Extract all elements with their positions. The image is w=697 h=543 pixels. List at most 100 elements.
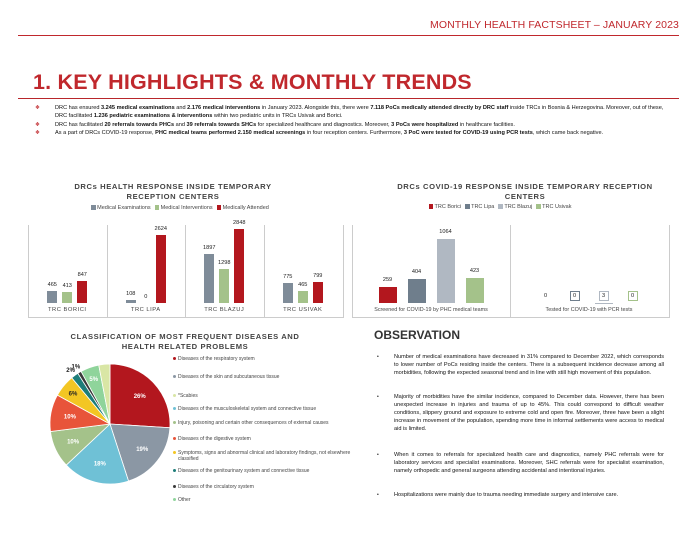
legend-swatch — [91, 205, 96, 210]
pie-slice-label: 10% — [64, 414, 77, 420]
bullet-text: in four reception centers. Furthermore, — [305, 130, 404, 136]
covid-bar-value: 0 — [627, 291, 638, 301]
pie-legend-item: Symptoms, signs and abnormal clinical an… — [173, 450, 353, 462]
factsheet-header-title: MONTHLY HEALTH FACTSHEET – JANUARY 2023 — [430, 19, 679, 31]
bullet-text: 1.236 pediatric examinations & intervent… — [93, 113, 213, 120]
health-bar-value: 1298 — [218, 260, 231, 267]
health-chart-title: DRCs HEALTH RESPONSE INSIDE TEMPORARY RE… — [74, 182, 272, 201]
bullet-text: 20 referrals towards PHCs — [104, 122, 175, 128]
pie-slice — [98, 363, 111, 425]
health-bar — [155, 234, 166, 303]
legend-label: TRC Borici — [434, 204, 462, 210]
highlight-bullet: ❖ DRC has facilitated 20 referrals toward… — [35, 121, 675, 129]
legend-swatch — [465, 204, 470, 209]
pie-slice — [109, 363, 171, 429]
pie-slice — [109, 423, 171, 482]
legend-item: Medical Interventions — [154, 205, 213, 211]
bullet-text: DRC has ensured — [55, 105, 102, 111]
health-chart-frame — [28, 225, 344, 318]
covid-chart-title: DRCs COVID-19 RESPONSE INSIDE TEMPORARY … — [397, 182, 653, 201]
bullet-text: in January 2023. Alongside this, there w… — [260, 105, 371, 111]
covid-chart-frame — [352, 225, 670, 318]
pie-legend-marker — [173, 375, 176, 378]
health-bar — [204, 253, 215, 303]
covid-bar — [465, 277, 484, 303]
pie-legend-marker — [173, 498, 176, 501]
pie-legend-marker — [173, 407, 176, 410]
bullet-diamond-icon: ❖ — [35, 105, 41, 111]
bullet-text: PHC medical teams performed 2.150 medica… — [155, 130, 306, 136]
pie-legend-label: Diseases of the digestive system — [178, 436, 251, 442]
legend-item: Medically Attended — [216, 205, 269, 211]
health-bar — [47, 290, 58, 303]
observation-text: Number of medical examinations have decr… — [394, 354, 664, 376]
section-title: 1. KEY HIGHLIGHTS & MONTHLY TRENDS — [33, 70, 472, 94]
legend-label: Medical Interventions — [160, 205, 213, 211]
pie-slice-label: 10% — [67, 439, 80, 445]
pie-legend-label: Diseases of the circulatory system — [178, 484, 254, 490]
health-bar — [77, 280, 88, 303]
pie-legend-item: Diseases of the genitourinary system and… — [173, 468, 353, 474]
pie-legend-marker — [173, 469, 176, 472]
legend-swatch — [428, 204, 433, 209]
bullet-text: and — [174, 105, 188, 111]
legend-swatch — [536, 204, 541, 209]
highlight-bullet: ❖ As a part of DRCs COVID-19 response, PH… — [35, 129, 675, 137]
pie-slice-label: 26% — [134, 394, 147, 400]
health-bar-value: 2624 — [154, 225, 167, 232]
observation-title: OBSERVATION — [374, 328, 461, 342]
pie-legend-label: Other — [178, 497, 191, 503]
covid-bar-value: 0 — [569, 291, 580, 301]
bullet-diamond-icon: ❖ — [35, 122, 41, 128]
pie-slice-label: 1% — [72, 364, 81, 370]
observation-text: Hospitalizations were mainly due to trau… — [394, 492, 619, 498]
pie-legend-label: *Scabies — [178, 393, 198, 399]
health-bar — [282, 282, 293, 303]
legend-label: Medically Attended — [222, 205, 269, 211]
bullet-text: 3.245 medical examinations — [101, 105, 175, 111]
bullet-text: As a part of DRCs COVID-19 response, — [55, 130, 156, 136]
pie-legend-label: Diseases of the genitourinary system and… — [178, 468, 310, 474]
covid-bar-value: 423 — [469, 267, 480, 274]
health-chart: 465 413 847 TRC BORICI 108 0 2624 TRC LIPA 1897 1… — [28, 220, 342, 317]
pie-legend-marker — [173, 485, 176, 488]
health-bar-value: 413 — [62, 283, 72, 290]
header-divider — [18, 35, 679, 36]
observation-text: Majority of morbidities have the similar… — [394, 394, 664, 432]
pie-legend-item: Diseases of the musculoskeletal system a… — [173, 406, 353, 412]
bullet-text: for specialized healthcare and diagnosti… — [256, 122, 392, 128]
legend-item: TRC Lipa — [465, 204, 494, 210]
health-bar-value: 847 — [77, 271, 87, 278]
observation-text: When it comes to referrals for specializ… — [394, 452, 664, 474]
pie-legend-item: *Scabies — [173, 393, 353, 399]
covid-bar-value: 3 — [598, 290, 609, 301]
health-bar-value: 465 — [47, 281, 57, 288]
covid-bar — [407, 278, 426, 303]
bullet-dot-icon: • — [377, 452, 379, 458]
health-bar-value: 465 — [298, 281, 308, 288]
legend-label: TRC Lipa — [471, 204, 495, 210]
bullet-dot-icon: • — [377, 394, 379, 400]
observation-item: • Majority of morbidities have the simila… — [377, 394, 664, 434]
legend-swatch — [216, 205, 222, 210]
legend-label: Medical Examinations — [97, 205, 151, 211]
pie-slice-label: 5% — [89, 377, 98, 383]
health-bar-value: 799 — [313, 273, 323, 280]
bullet-text: and — [174, 122, 187, 128]
health-bar-value: 775 — [283, 273, 293, 280]
observation-item: • Hospitalizations were mainly due to tra… — [377, 492, 664, 500]
health-category-label: TRC BORICI — [48, 307, 87, 313]
health-category-label: TRC USIVAK — [283, 307, 323, 313]
health-bar — [297, 290, 308, 303]
highlight-bullet: ❖ DRC has ensured 3.245 medical examinati… — [35, 104, 675, 121]
pie-legend-marker — [173, 394, 176, 397]
legend-item: TRC Blazuj — [498, 204, 532, 210]
health-bar-value: 1897 — [203, 244, 216, 251]
pie-legend-label: Diseases of the respiratory system — [178, 356, 255, 362]
legend-label: TRC Blazuj — [504, 204, 533, 210]
pie-legend-label: Symptoms, signs and abnormal clinical an… — [178, 450, 351, 462]
bullet-text: 39 referrals towards SHCs — [186, 122, 257, 128]
group-separator — [106, 225, 108, 317]
pie-legend-marker — [173, 451, 176, 454]
bullet-text: 7.118 PoCs medically attended directly b… — [370, 105, 509, 111]
